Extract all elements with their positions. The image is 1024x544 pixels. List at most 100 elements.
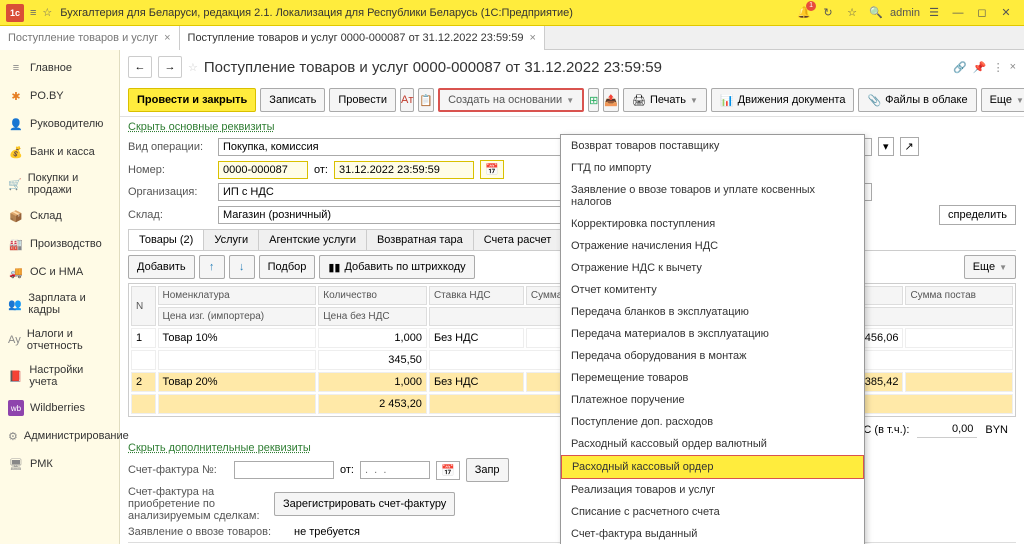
subtab-goods[interactable]: Товары (2) (128, 229, 204, 250)
fav-icon[interactable]: ☆ (842, 3, 862, 23)
create-based-button[interactable]: Создать на основании▼ (438, 88, 584, 112)
add-button[interactable]: Добавить (128, 255, 195, 279)
movements-button[interactable]: 📊 Движения документа (711, 88, 855, 112)
tab-list[interactable]: Поступление товаров и услуг× (0, 26, 180, 50)
close-icon[interactable]: × (164, 32, 170, 44)
dropdown-item[interactable]: Отражение НДС к вычету (561, 257, 864, 279)
tab-document[interactable]: Поступление товаров и услуг 0000-000087 … (180, 26, 545, 50)
conduct-close-button[interactable]: Провести и закрыть (128, 88, 256, 112)
forward-button[interactable]: → (158, 56, 182, 78)
link-icon[interactable]: 🔗 (953, 61, 967, 74)
conduct-button[interactable]: Провести (329, 88, 396, 112)
dropdown-item[interactable]: Заявление о ввозе товаров и уплате косве… (561, 179, 864, 213)
date-input[interactable] (334, 161, 474, 179)
minimize-icon[interactable]: — (948, 3, 968, 23)
dropdown-item[interactable]: Возврат товаров поставщику (561, 135, 864, 157)
assets-icon: 🚚 (8, 264, 24, 280)
sidebar-item[interactable]: 🏭Производство (0, 230, 119, 258)
more-icon[interactable]: ⋮ (993, 61, 1004, 74)
star-icon[interactable]: ☆ (188, 61, 198, 74)
home-icon: ≡ (8, 60, 24, 76)
admin-icon: ⚙ (8, 428, 18, 444)
sidebar-item[interactable]: 👤Руководителю (0, 110, 119, 138)
sidebar-item[interactable]: 🖥РМК (0, 450, 119, 478)
dropdown-item[interactable]: Списание с расчетного счета (561, 501, 864, 523)
bank-icon: 💰 (8, 144, 24, 160)
settings-icon: 📕 (8, 368, 23, 384)
subtab-accounts[interactable]: Счета расчет (473, 229, 563, 250)
dropdown-item[interactable]: Корректировка поступления (561, 213, 864, 235)
sidebar-item[interactable]: 💰Банк и касса (0, 138, 119, 166)
dt-kt-button[interactable]: Aт (400, 88, 414, 112)
invoice-num-input[interactable] (234, 461, 334, 479)
barcode-button[interactable]: ▮▮ Добавить по штрихкоду (319, 255, 474, 279)
open-button[interactable]: ↗ (900, 137, 919, 156)
sidebar-item[interactable]: 📕Настройки учета (0, 358, 119, 394)
close-icon[interactable]: × (1010, 61, 1016, 74)
dropdown-item[interactable]: Расходный кассовый ордер валютный (561, 433, 864, 455)
print-button[interactable]: 🖨 Печать▼ (623, 88, 707, 112)
tab-strip: Поступление товаров и услуг× Поступление… (0, 26, 1024, 50)
structure-button[interactable]: 📋 (418, 88, 434, 112)
history-icon[interactable]: ↻ (818, 3, 838, 23)
more-button[interactable]: Еще▼ (981, 88, 1024, 112)
dropdown-item[interactable]: ГТД по импорту (561, 157, 864, 179)
subtab-services[interactable]: Услуги (203, 229, 259, 250)
sidebar-item[interactable]: 🛒Покупки и продажи (0, 166, 119, 202)
dropdown-item[interactable]: Передача материалов в эксплуатацию (561, 323, 864, 345)
dropdown-item[interactable]: Поступление доп. расходов (561, 411, 864, 433)
files-button[interactable]: 📎 Файлы в облаке (858, 88, 976, 112)
hide-extra-link[interactable]: Скрыть дополнительные реквизиты (128, 442, 311, 454)
zapr-button[interactable]: Запр (466, 458, 509, 482)
export-button[interactable]: 📤 (603, 88, 619, 112)
close-icon[interactable]: ✕ (996, 3, 1016, 23)
dropdown-item[interactable]: Передача бланков в эксплуатацию (561, 301, 864, 323)
dropdown-item[interactable]: Реализация товаров и услуг (561, 479, 864, 501)
dropdown-item[interactable]: Отчет комитенту (561, 279, 864, 301)
calendar-icon[interactable]: 📅 (480, 160, 504, 179)
subtab-returnable[interactable]: Возвратная тара (366, 229, 474, 250)
menu-icon[interactable]: ≡ (30, 7, 36, 19)
sidebar-item[interactable]: ≡Главное (0, 54, 119, 82)
bell-icon[interactable]: 🔔1 (794, 3, 814, 23)
search-icon[interactable]: 🔍 (866, 3, 886, 23)
maximize-icon[interactable]: ◻ (972, 3, 992, 23)
star-icon[interactable]: ☆ (42, 6, 52, 19)
dropdown-button[interactable]: ▾ (878, 137, 894, 156)
close-icon[interactable]: × (529, 32, 535, 44)
settings-icon[interactable]: ☰ (924, 3, 944, 23)
select-button[interactable]: Подбор (259, 255, 316, 279)
invoice-date-input[interactable] (360, 461, 430, 479)
dropdown-item[interactable]: Отражение начисления НДС (561, 235, 864, 257)
distribute-button[interactable]: спределить (939, 205, 1016, 225)
dropdown-item[interactable]: Перемещение товаров (561, 367, 864, 389)
dropdown-item[interactable]: Счет-фактура выданный (561, 523, 864, 544)
number-input[interactable] (218, 161, 308, 179)
user-label[interactable]: admin (890, 3, 920, 23)
rmk-icon: 🖥 (8, 456, 24, 472)
dropdown-item[interactable]: Платежное поручение (561, 389, 864, 411)
hide-main-link[interactable]: Скрыть основные реквизиты (128, 121, 275, 133)
calendar-icon[interactable]: 📅 (436, 461, 460, 480)
subtab-agent[interactable]: Агентские услуги (258, 229, 367, 250)
more-button[interactable]: Еще▼ (964, 255, 1016, 279)
register-invoice-button[interactable]: Зарегистрировать счет-фактуру (274, 492, 455, 516)
dropdown-item[interactable]: Передача оборудования в монтаж (561, 345, 864, 367)
sidebar-item[interactable]: wbWildberries (0, 394, 119, 422)
sidebar-item[interactable]: 🚚ОС и НМА (0, 258, 119, 286)
sidebar-item[interactable]: 👥Зарплата и кадры (0, 286, 119, 322)
sidebar-item[interactable]: АуНалоги и отчетность (0, 322, 119, 358)
down-button[interactable]: ↓ (229, 255, 255, 279)
sidebar-item[interactable]: ✱PO.BY (0, 82, 119, 110)
page-title: Поступление товаров и услуг 0000-000087 … (204, 59, 662, 76)
org-label: Организация: (128, 186, 212, 198)
back-button[interactable]: ← (128, 56, 152, 78)
sidebar-item[interactable]: 📦Склад (0, 202, 119, 230)
up-button[interactable]: ↑ (199, 255, 225, 279)
sidebar-item[interactable]: ⚙Администрирование (0, 422, 119, 450)
vat-value: 0,00 (917, 421, 977, 438)
pin-icon[interactable]: 📌 (973, 61, 987, 74)
save-button[interactable]: Записать (260, 88, 325, 112)
excel-button[interactable]: ⊞ (588, 88, 599, 112)
dropdown-item[interactable]: Расходный кассовый ордер (561, 455, 864, 479)
